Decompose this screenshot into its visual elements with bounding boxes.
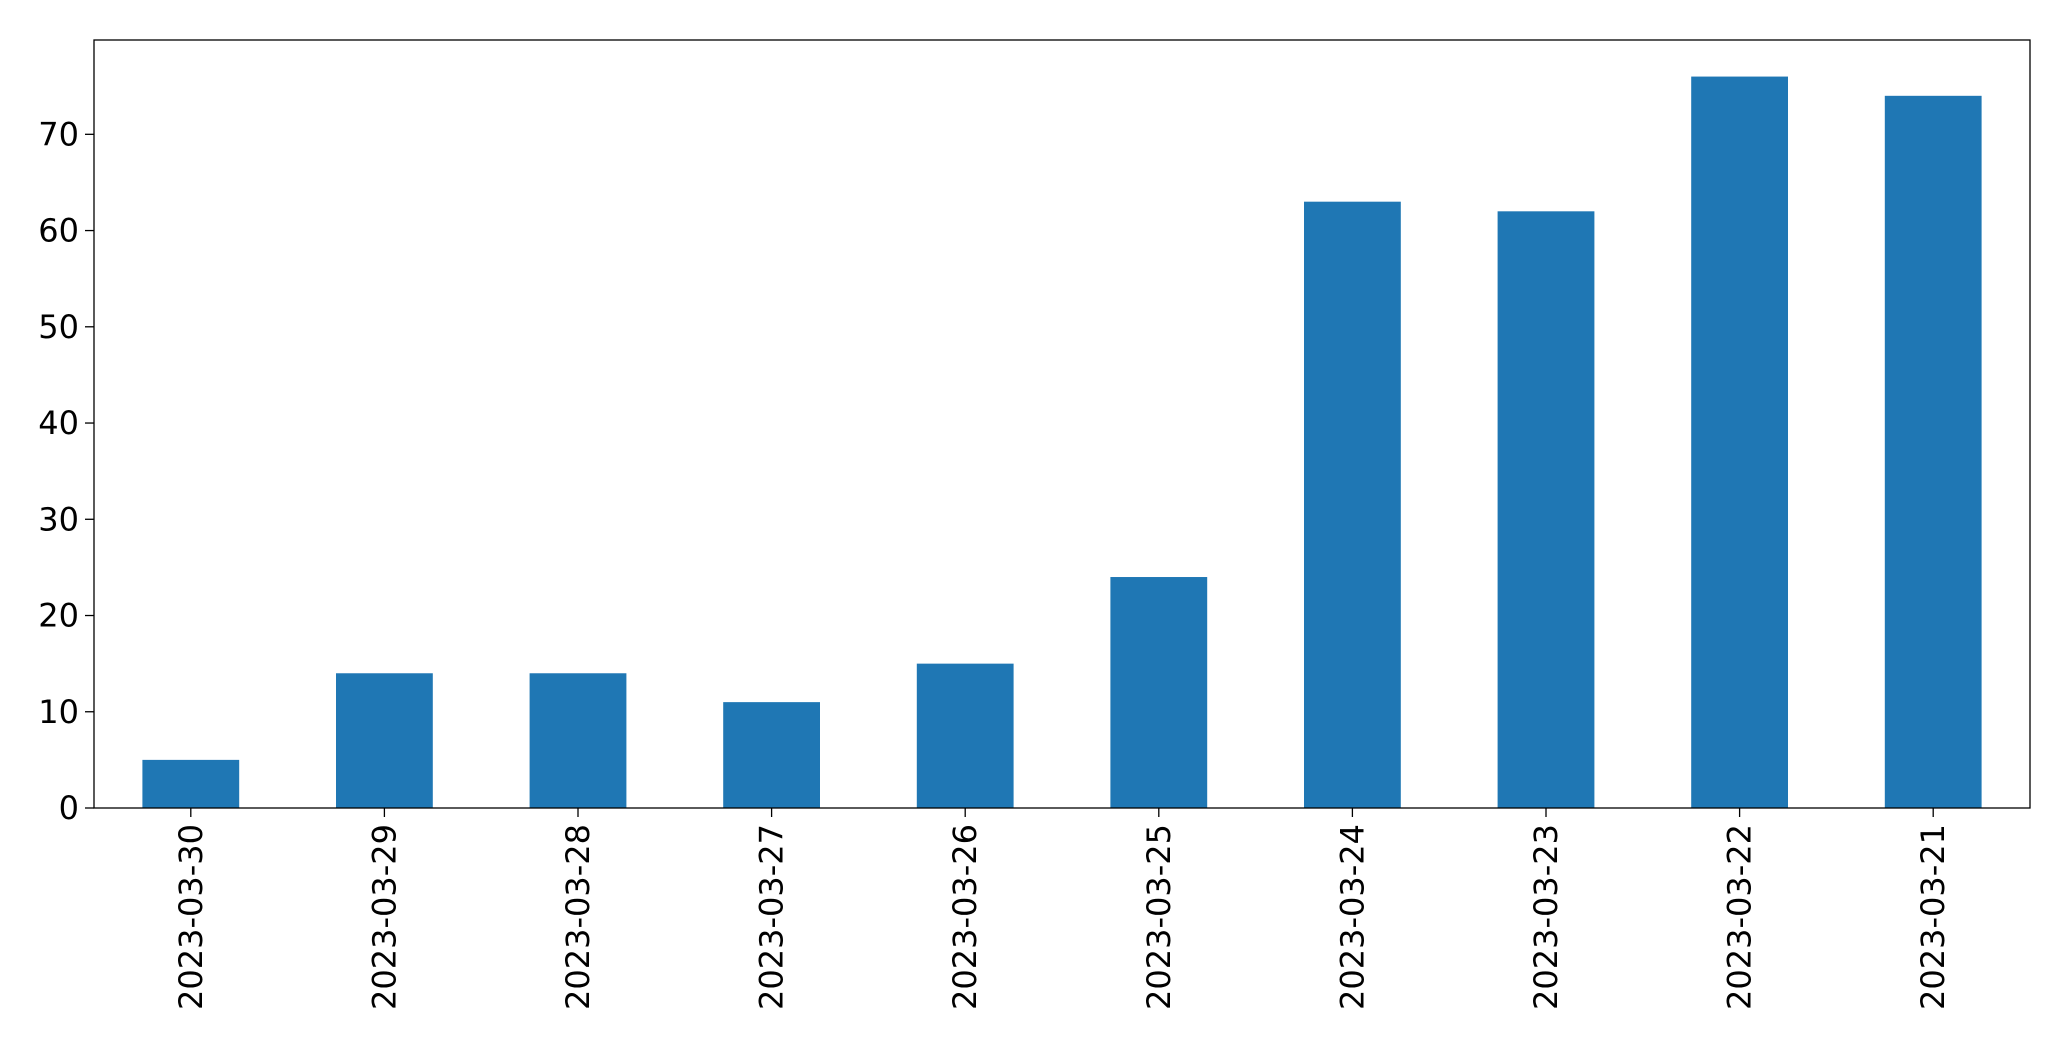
x-tick-label: 2023-03-25: [1140, 824, 1178, 1010]
x-tick-label: 2023-03-27: [753, 824, 791, 1010]
bar: [1884, 95, 1982, 808]
y-tick-label: 70: [38, 115, 79, 153]
bar: [1497, 211, 1595, 808]
bar: [1110, 577, 1208, 808]
bar: [1304, 201, 1401, 808]
bar: [723, 702, 820, 808]
y-tick-label: 50: [38, 308, 79, 346]
x-tick-label: 2023-03-30: [172, 824, 210, 1010]
y-tick-label: 20: [38, 597, 79, 635]
plot-frame: [93, 39, 2031, 809]
bar: [916, 663, 1014, 808]
bar: [529, 673, 627, 808]
x-tick-label: 2023-03-23: [1527, 824, 1565, 1010]
y-tick-label: 60: [38, 212, 79, 250]
y-tick-label: 10: [38, 693, 79, 731]
x-tick-label: 2023-03-28: [559, 824, 597, 1010]
x-tick-label: 2023-03-29: [365, 824, 403, 1010]
y-tick-label: 30: [38, 500, 79, 538]
bar: [1691, 76, 1788, 809]
x-tick-label: 2023-03-22: [1721, 824, 1759, 1010]
x-tick-label: 2023-03-26: [946, 824, 984, 1010]
bar: [336, 673, 433, 808]
y-tick-label: 0: [59, 789, 79, 827]
bar: [142, 759, 240, 808]
y-tick-label: 40: [38, 404, 79, 442]
x-tick-label: 2023-03-24: [1333, 824, 1371, 1010]
x-tick-label: 2023-03-21: [1914, 824, 1952, 1010]
